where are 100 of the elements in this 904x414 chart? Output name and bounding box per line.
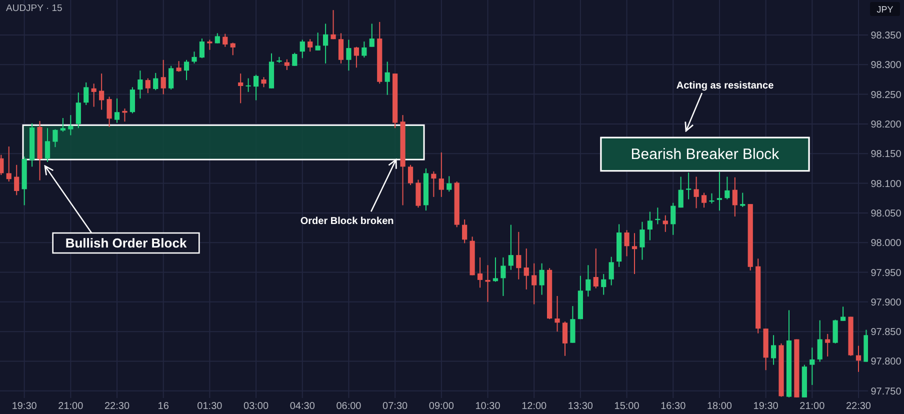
candlestick: [539, 262, 544, 296]
candlestick: [632, 232, 638, 275]
candlestick: [323, 23, 328, 64]
candlestick: [284, 58, 290, 70]
candlestick: [76, 92, 81, 129]
candlestick: [145, 78, 150, 94]
candlestick: [740, 192, 746, 208]
candlestick: [238, 73, 244, 104]
x-tick-label: 21:00: [800, 401, 826, 412]
y-tick-label: 98.150: [870, 149, 902, 160]
candlestick: [300, 39, 305, 59]
candlestick: [709, 192, 714, 204]
candlestick: [246, 78, 251, 92]
candlestick: [686, 172, 692, 200]
annotation: Acting as resistance: [676, 80, 774, 92]
candlestick: [694, 176, 699, 209]
annotation: Bullish Order Block: [65, 236, 188, 251]
candlestick: [160, 59, 166, 95]
y-tick-label: 98.050: [870, 208, 902, 220]
candlestick: [608, 256, 614, 286]
y-tick-label: 98.000: [870, 238, 902, 250]
candlestick: [338, 32, 344, 64]
candlestick: [199, 38, 205, 59]
x-tick-label: 22:30: [104, 401, 130, 412]
candlestick: [292, 52, 298, 66]
candlestick: [825, 333, 830, 357]
candlestick: [354, 46, 359, 68]
candlestick: [524, 248, 529, 290]
candlestick: [60, 118, 66, 132]
candlestick: [44, 128, 50, 162]
candlestick: [214, 32, 220, 44]
chart-title: AUDJPY · 15: [6, 3, 62, 14]
annotation: Order Block broken: [300, 216, 394, 228]
candlestick: [176, 60, 182, 72]
candlestick: [416, 179, 421, 208]
candlestick: [554, 295, 560, 332]
y-tick-label: 97.800: [870, 356, 902, 368]
candlestick: [492, 256, 498, 282]
candlestick: [678, 176, 684, 208]
candlestick: [99, 73, 104, 110]
candlestick: [462, 218, 468, 244]
candlestick: [562, 320, 568, 356]
x-tick-label: 16: [158, 401, 170, 412]
x-tick-label: 12:00: [522, 401, 548, 412]
x-tick-label: 19:30: [12, 401, 38, 412]
candlestick: [362, 41, 367, 58]
y-tick-label: 97.850: [870, 327, 902, 338]
candlestick: [732, 176, 738, 217]
y-tick-label: 97.750: [870, 386, 902, 398]
x-tick-label: 16:30: [660, 401, 686, 412]
candlestick: [670, 202, 676, 236]
x-tick-label: 19:30: [753, 401, 779, 412]
candlestick: [810, 347, 815, 386]
candlestick: [261, 76, 266, 88]
candlestick: [106, 96, 112, 128]
candlestick: [446, 176, 452, 192]
candlestick: [508, 224, 514, 270]
x-tick-label: 15:00: [614, 401, 640, 412]
candlestick: [308, 38, 313, 52]
y-tick-label: 98.300: [870, 60, 902, 72]
candlestick: [840, 306, 846, 322]
x-tick-label: 06:00: [336, 401, 362, 412]
candlestick: [593, 248, 598, 289]
candlestick: [817, 320, 822, 362]
y-axis-title: JPY: [876, 4, 894, 14]
candlestick: [832, 319, 838, 344]
candlestick: [431, 170, 436, 198]
candlestick: [168, 65, 174, 90]
candlestick: [662, 214, 668, 232]
x-tick-label: 07:30: [382, 401, 408, 412]
candlestick: [369, 23, 374, 48]
x-tick-label: 18:00: [706, 401, 732, 412]
candlestick: [500, 256, 506, 296]
candlestick: [52, 128, 58, 148]
candlestick: [253, 74, 259, 101]
candlestick: [138, 70, 143, 99]
candlestick: [192, 51, 197, 64]
candlestick: [68, 114, 74, 136]
candlestick: [601, 274, 606, 296]
x-tick-label: 01:30: [197, 401, 223, 412]
candlestick: [485, 264, 490, 302]
candlestick: [14, 164, 20, 196]
candlestick: [346, 39, 352, 72]
x-tick-label: 13:30: [568, 401, 594, 412]
y-tick-label: 98.100: [870, 178, 902, 190]
x-tick-label: 10:30: [475, 401, 501, 412]
y-tick-label: 97.950: [870, 268, 902, 279]
candlestick: [222, 33, 228, 48]
candlestick: [184, 59, 190, 81]
candlestick: [477, 256, 483, 288]
y-tick-label: 97.900: [870, 297, 902, 308]
x-tick-label: 03:00: [244, 401, 269, 412]
candlestick: [84, 82, 89, 106]
candlestick: [408, 164, 414, 186]
x-tick-label: 09:00: [428, 401, 454, 412]
candlestick: [207, 39, 212, 50]
candlestick: [122, 108, 128, 122]
candlestick: [856, 345, 862, 372]
candlestick: [153, 72, 158, 91]
candlestick: [91, 83, 96, 108]
